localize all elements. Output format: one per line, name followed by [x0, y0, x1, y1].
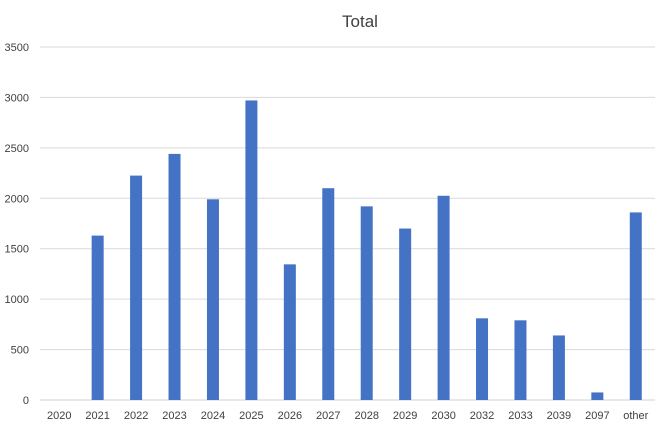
x-axis-ticks: 2020 2021 2022 2023 2024 2025 2026 2027 2028 2029… — [47, 410, 649, 422]
bar-2021 — [91, 235, 104, 400]
bar-2032 — [476, 318, 489, 400]
x-tick-label: 2032 — [470, 410, 494, 422]
bar-2033 — [514, 320, 527, 400]
gridlines — [40, 46, 655, 401]
bar-2023 — [168, 153, 181, 400]
x-tick-label: 2027 — [316, 410, 340, 422]
y-axis-ticks: 0 500 1000 1500 2000 2500 3000 3500 — [5, 42, 29, 407]
bar-2030 — [437, 195, 450, 400]
x-tick-label: 2025 — [239, 410, 263, 422]
y-tick-label: 2500 — [5, 143, 29, 155]
x-tick-label: 2022 — [124, 410, 148, 422]
bar-2022 — [130, 175, 143, 400]
x-tick-label: 2033 — [508, 410, 532, 422]
x-tick-label: 2028 — [354, 410, 378, 422]
x-tick-label: 2097 — [585, 410, 609, 422]
x-tick-label: 2029 — [393, 410, 417, 422]
y-tick-label: 2000 — [5, 193, 29, 205]
bar-other — [629, 212, 642, 400]
bar-2028 — [360, 206, 373, 400]
x-tick-label: 2030 — [431, 410, 455, 422]
y-tick-label: 500 — [11, 345, 29, 357]
bar-2097 — [591, 392, 604, 400]
bar-2027 — [322, 188, 335, 400]
bar-2029 — [399, 228, 412, 400]
y-tick-label: 1500 — [5, 244, 29, 256]
chart-title: Total — [342, 12, 378, 31]
bar-2039 — [552, 335, 565, 400]
y-tick-label: 3000 — [5, 92, 29, 104]
y-tick-label: 3500 — [5, 42, 29, 54]
bar-2025 — [245, 100, 258, 400]
x-tick-label: 2021 — [85, 410, 109, 422]
x-tick-label: 2020 — [47, 410, 71, 422]
x-tick-label: 2024 — [201, 410, 225, 422]
bar-2026 — [283, 264, 296, 400]
x-tick-label: 2039 — [547, 410, 571, 422]
y-tick-label: 1000 — [5, 294, 29, 306]
x-tick-label: 2026 — [278, 410, 302, 422]
x-tick-label: 2023 — [162, 410, 186, 422]
bars — [91, 100, 642, 400]
bar-2024 — [206, 199, 219, 400]
x-tick-label: other — [623, 410, 648, 422]
y-tick-label: 0 — [23, 395, 29, 407]
